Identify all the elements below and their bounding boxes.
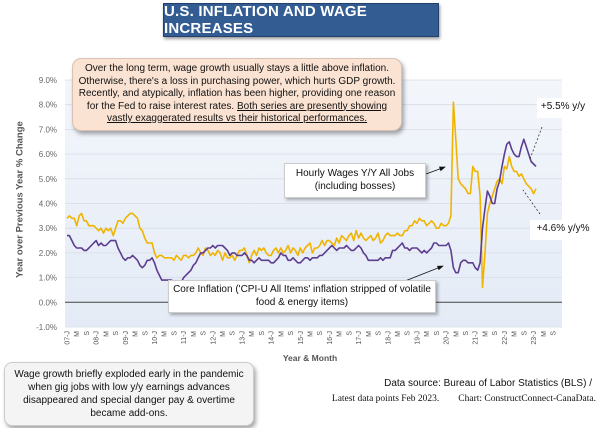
y-tick-label: 3.0% (39, 224, 57, 233)
x-tick-label: 22-J (502, 331, 509, 345)
y-tick-label: 9.0% (39, 76, 57, 85)
data-source-text: Data source: Bureau of Labor Statistics … (384, 378, 592, 389)
x-tick-label: M (512, 331, 519, 337)
upper-end-value-label: +5.5% y/y (537, 98, 589, 118)
x-tick-label: 07-J (65, 331, 72, 345)
x-tick-label: M (366, 331, 373, 337)
y-tick-label: -1.0% (36, 323, 57, 332)
x-tick-label: 12-J (210, 331, 217, 345)
x-tick-label: 10-J (152, 331, 159, 345)
x-tick-label: 20-J (444, 331, 451, 345)
x-tick-label: S (463, 331, 470, 336)
y-tick-label: 0.0% (39, 298, 57, 307)
x-tick-label: S (405, 331, 412, 336)
x-tick-label: M (191, 331, 198, 337)
y-axis-label: Year over Previous Year % Change (14, 121, 26, 278)
latest-data-credit-text: Latest data points Feb 2023. Chart: Cons… (331, 394, 596, 404)
y-tick-label: 5.0% (39, 175, 57, 184)
x-tick-label: S (142, 331, 149, 336)
core-series-label: Core Inflation ('CPI-U All Items' inflat… (168, 280, 436, 313)
x-tick-label: S (434, 331, 441, 336)
core-series-line (67, 138, 537, 289)
x-tick-label: 08-J (94, 331, 101, 345)
x-tick-label: M (395, 331, 402, 337)
x-tick-label: 13-J (239, 331, 246, 345)
lower-end-value-label: +4.6% y/y% (530, 220, 596, 240)
x-tick-label: M (103, 331, 110, 337)
y-tick-label: 2.0% (39, 249, 57, 258)
wages-series-line (66, 101, 537, 289)
x-tick-label: 19-J (414, 331, 421, 345)
x-tick-label: M (278, 331, 285, 337)
y-tick-label: 8.0% (39, 101, 57, 110)
x-axis-label: Year & Month (282, 353, 338, 363)
wages-series-label: Hourly Wages Y/Y All Jobs (including bos… (284, 163, 426, 198)
x-tick-label: 21-J (473, 331, 480, 345)
x-tick-label: M (453, 331, 460, 337)
x-tick-label: 17-J (356, 331, 363, 345)
x-tick-label: M (249, 331, 256, 337)
x-tick-label: M (541, 331, 548, 337)
x-tick-label: S (259, 331, 266, 336)
x-tick-label: S (346, 331, 353, 336)
x-tick-label: M (162, 331, 169, 337)
upper-end-dashed-line (529, 126, 543, 160)
x-tick-label: 09-J (123, 331, 130, 345)
x-tick-label: S (551, 331, 558, 336)
x-tick-label: S (521, 331, 528, 336)
x-tick-label: S (376, 331, 383, 336)
x-tick-label: 23-J (531, 331, 538, 345)
x-tick-label: M (337, 331, 344, 337)
x-tick-label: S (492, 331, 499, 336)
x-tick-label: M (74, 331, 81, 337)
x-tick-label: M (133, 331, 140, 337)
x-tick-label: S (317, 331, 324, 336)
x-tick-label: S (201, 331, 208, 336)
y-tick-label: 6.0% (39, 150, 57, 159)
top-note-callout: Over the long term, wage growth usually … (72, 58, 402, 131)
x-tick-label: S (288, 331, 295, 336)
x-tick-label: 18-J (385, 331, 392, 345)
x-tick-label: 15-J (298, 331, 305, 345)
lower-end-dashed-line (522, 189, 541, 215)
y-tick-label: 1.0% (39, 274, 57, 283)
x-tick-label: M (482, 331, 489, 337)
x-tick-label: 14-J (269, 331, 276, 345)
chart-title: U.S. INFLATION AND WAGE INCREASES (163, 3, 439, 37)
y-tick-label: 4.0% (39, 200, 57, 209)
x-tick-label: M (220, 331, 227, 337)
core-label-arrow (404, 265, 444, 282)
bottom-note-callout: Wage growth briefly exploded early in th… (4, 362, 254, 426)
wages-label-arrow (425, 166, 446, 175)
x-tick-label: 16-J (327, 331, 334, 345)
x-tick-label: S (113, 331, 120, 336)
x-tick-label: 11-J (181, 331, 188, 344)
x-tick-label: S (84, 331, 91, 336)
top-note-text: Over the long term, wage growth usually … (78, 63, 396, 112)
y-tick-label: 7.0% (39, 125, 57, 134)
x-tick-label: M (424, 331, 431, 337)
top-note-underlined-text: Both series are presently showing vastly… (106, 100, 388, 125)
x-tick-label: S (230, 331, 237, 336)
x-tick-label: M (308, 331, 315, 337)
x-tick-label: S (171, 331, 178, 336)
